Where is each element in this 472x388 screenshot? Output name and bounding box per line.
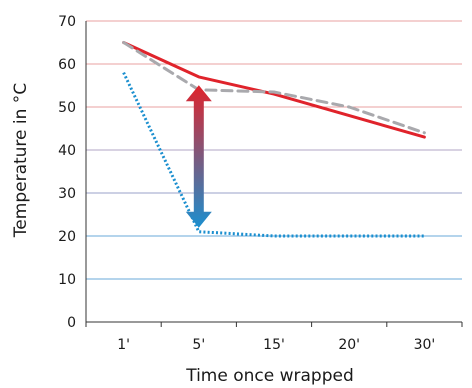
y-tick-label-70: 70 (58, 14, 76, 30)
y-axis-title: Temperature in °C (11, 83, 31, 238)
gridlines (86, 20, 462, 280)
y-tick-label-50: 50 (58, 100, 76, 116)
axes: 0 10 20 30 40 50 60 70 1' 5' 15' 20' 30' (58, 14, 463, 353)
series (122, 41, 426, 238)
x-tick-label-3: 20' (338, 337, 360, 353)
series-line-dashed (122, 41, 426, 135)
x-tick-label-2: 15' (263, 337, 285, 353)
y-tick-label-60: 60 (58, 57, 76, 73)
x-tick-label-1: 5' (192, 337, 205, 353)
x-tick-label-0: 1' (117, 337, 130, 353)
y-tick-label-0: 0 (67, 315, 76, 331)
y-tick-label-30: 30 (58, 186, 76, 202)
series-line-dotted (122, 71, 425, 238)
y-tick-label-40: 40 (58, 143, 76, 159)
series-line-solid (122, 41, 426, 139)
y-tick-label-20: 20 (58, 229, 76, 245)
annotations (185, 85, 212, 228)
x-axis-title: Time once wrapped (185, 366, 354, 386)
temperature-difference-arrow (185, 85, 212, 228)
y-tick-label-10: 10 (58, 272, 76, 288)
x-tick-label-4: 30' (414, 337, 436, 353)
